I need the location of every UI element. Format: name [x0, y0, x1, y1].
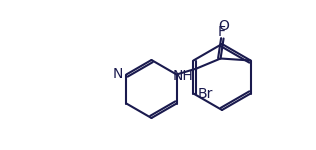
Text: F: F — [218, 25, 226, 39]
Text: O: O — [218, 20, 229, 33]
Text: N: N — [113, 68, 123, 81]
Text: Br: Br — [198, 87, 213, 101]
Text: NH: NH — [173, 69, 194, 84]
